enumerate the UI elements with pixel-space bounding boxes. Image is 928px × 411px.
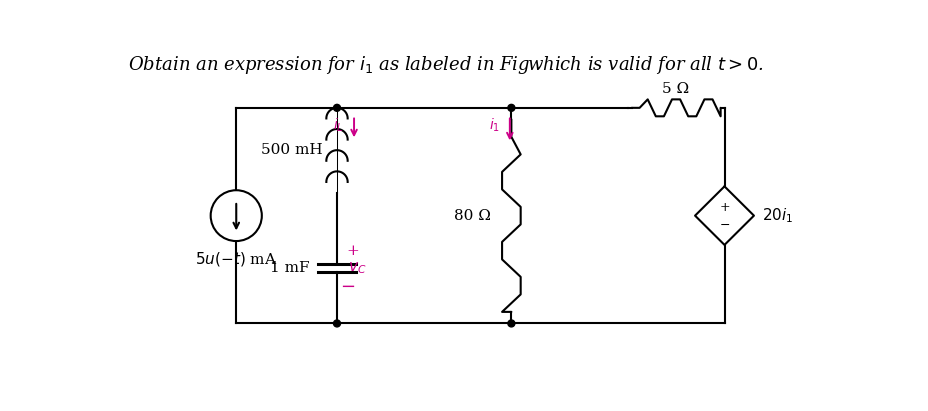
Text: 5 Ω: 5 Ω: [662, 81, 689, 95]
Circle shape: [508, 104, 514, 111]
Text: −: −: [340, 278, 354, 296]
Text: +: +: [346, 244, 358, 258]
Text: 1 mF: 1 mF: [270, 261, 310, 275]
Circle shape: [333, 320, 341, 327]
Text: $20i_1$: $20i_1$: [761, 206, 793, 225]
Text: which is valid for all $t > 0$.: which is valid for all $t > 0$.: [526, 54, 763, 76]
Text: 80 Ω: 80 Ω: [453, 209, 490, 223]
Text: Obtain an expression for $i_1$ as labeled in Fig: Obtain an expression for $i_1$ as labele…: [128, 54, 530, 76]
Text: −: −: [718, 219, 729, 232]
Text: $i_1$: $i_1$: [489, 117, 500, 134]
Text: $v_C$: $v_C$: [347, 260, 366, 276]
Circle shape: [508, 320, 514, 327]
Text: +: +: [718, 201, 729, 215]
Text: 500 mH: 500 mH: [261, 143, 323, 157]
Text: $i_L$: $i_L$: [332, 117, 342, 134]
Circle shape: [333, 104, 341, 111]
Text: $5u(-t)$ mA: $5u(-t)$ mA: [195, 250, 277, 268]
